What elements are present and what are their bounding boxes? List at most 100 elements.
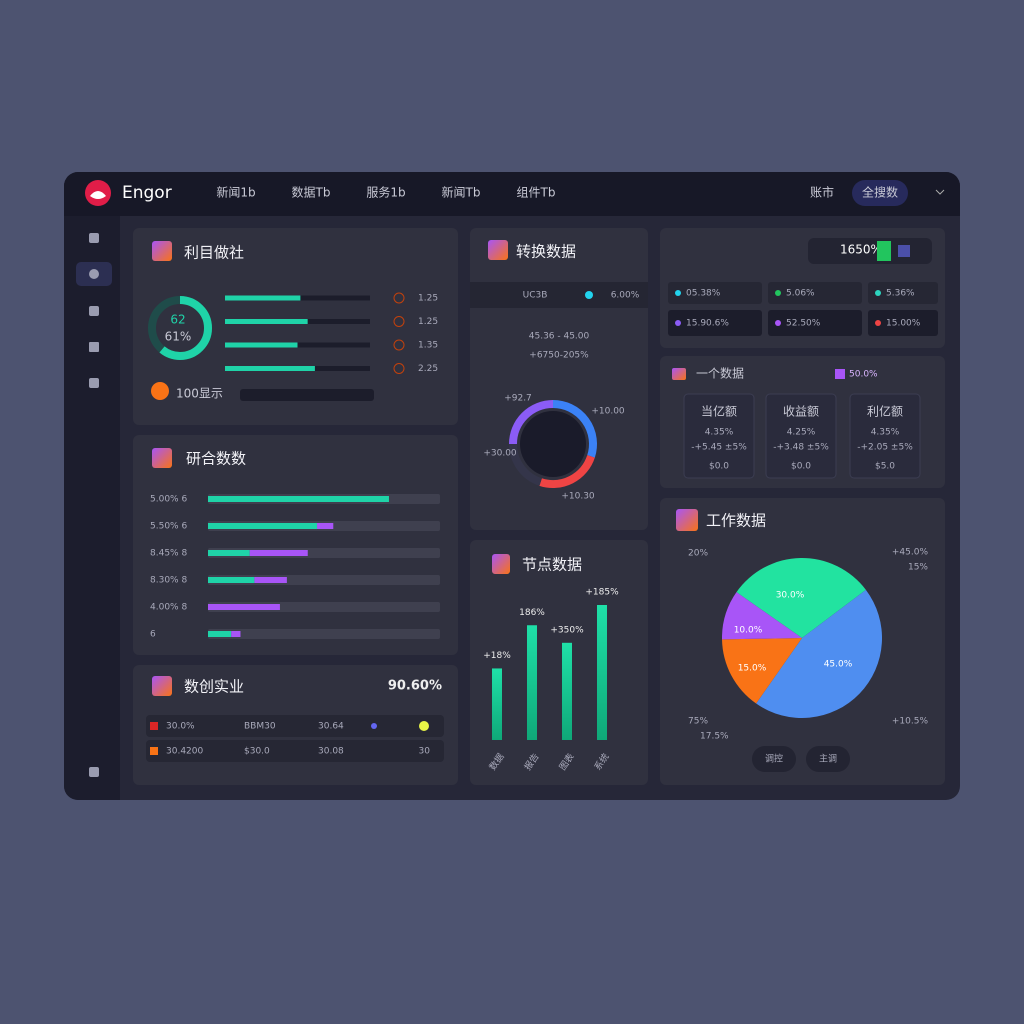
stat-dot [875,320,881,326]
ring-segment [539,454,595,488]
ring-label: +10.00 [591,407,625,417]
bar-segment [254,577,287,583]
bar [597,605,607,740]
legend-item: +10.5% [892,717,929,727]
card[interactable] [683,393,755,479]
footer-bar [240,389,374,401]
header-button-label[interactable]: 全搜数 [862,185,898,200]
stat-line: +6750-205% [529,351,589,361]
card-title: 利亿额 [867,404,903,419]
stat-item[interactable] [868,310,938,336]
footer: 100显示 [176,387,223,401]
button[interactable] [752,746,796,772]
header-button[interactable] [852,180,908,206]
legend-item: 17.5% [700,732,729,742]
bar-segment [208,577,255,583]
panel-title: 工作数据 [706,512,766,530]
bar-segment [317,523,334,529]
bar-segment [208,523,318,529]
stat-dot [675,320,681,326]
mini-icon [877,241,891,261]
nav-item[interactable]: 新闻Tb [442,185,481,200]
nav-item[interactable]: 服务1b [366,185,405,200]
stat-item[interactable] [868,282,938,304]
button-label[interactable]: 主调 [819,753,837,765]
bar-segment [208,604,280,610]
headline-box [808,238,932,264]
button-label[interactable]: 调控 [765,753,783,765]
donut-center: 62 [170,313,185,327]
table-row [146,740,444,762]
slice-label: 45.0% [824,660,853,670]
slice-label: 30.0% [776,591,805,601]
panel-title: 一个数据 [696,366,744,381]
slice-label: 15.0% [738,664,767,674]
nav-item[interactable]: 组件Tb [517,186,556,200]
bar [562,642,572,740]
table-cell: BBM30 [244,722,276,732]
sidebar-icons[interactable] [89,233,99,777]
row-label: 5.50% 6 [150,522,187,532]
row-icon [150,747,158,755]
pie-slice [736,557,866,638]
table-row [146,715,444,737]
card-value: $0.0 [709,462,729,472]
bar-segment [208,496,389,502]
table-cell: 30.08 [318,747,344,757]
table-cell: 30.4200 [166,747,203,757]
stat-item[interactable] [768,282,862,304]
panel-title: 利目做社 [184,244,244,262]
stat-item[interactable] [768,310,862,336]
panel-title: 研合数数 [186,450,246,468]
legend-item: 20% [688,549,708,559]
stat-dot [775,290,781,296]
card-line: -+2.05 ±5% [857,443,913,453]
bar-annotation: +350% [550,625,584,635]
card-line: -+3.48 ±5% [773,443,829,453]
row-icon [393,339,405,351]
badge: 50.0% [849,370,878,380]
progress-bar [225,366,315,371]
row-label: 1.25 [418,294,438,304]
panel-title: 数创实业 [184,678,244,696]
row-label: 4.00% 8 [150,603,187,613]
row-label: 8.45% 8 [150,549,187,559]
nav-item[interactable]: 数据Tb [292,185,331,200]
card-value: $0.0 [791,462,811,472]
ring-label: +10.30 [561,492,595,502]
bar-segment [208,550,250,556]
ring-segment [552,400,597,458]
ring-segment [509,443,543,486]
account-link[interactable]: 账市 [810,185,834,200]
row-label: 1.25 [418,317,438,327]
bar-segment [208,631,232,637]
panel-title: 节点数据 [522,556,582,574]
card[interactable] [765,393,837,479]
ring-core [520,411,586,477]
panel-total: 90.60% [388,679,442,694]
table-cell: 30.0% [166,722,195,732]
progress-bar [225,342,298,348]
row-label: 2.25 [418,364,438,374]
card-title: 当亿额 [701,404,737,419]
sidebar [64,216,120,800]
chevron[interactable] [935,189,945,195]
table-cell: 30.64 [318,722,344,732]
stat-item[interactable] [668,310,762,336]
card-line: 4.35% [871,428,900,438]
stat-band [470,282,648,308]
pie-slice [722,592,802,640]
ring-label: +30.00 [483,449,517,459]
bar [527,625,537,740]
legend-item: 75% [688,717,708,727]
badge-icon [835,369,845,379]
button[interactable] [806,746,850,772]
stat-item[interactable] [668,282,762,304]
footer-icon [151,382,169,400]
bar-annotation: +18% [483,651,511,661]
card[interactable] [849,393,921,479]
bar-annotation: 186% [519,608,545,618]
nav-item[interactable]: 新闻1b [216,185,255,200]
stat-text: 15.00% [886,319,921,329]
logo-mark [90,191,106,199]
